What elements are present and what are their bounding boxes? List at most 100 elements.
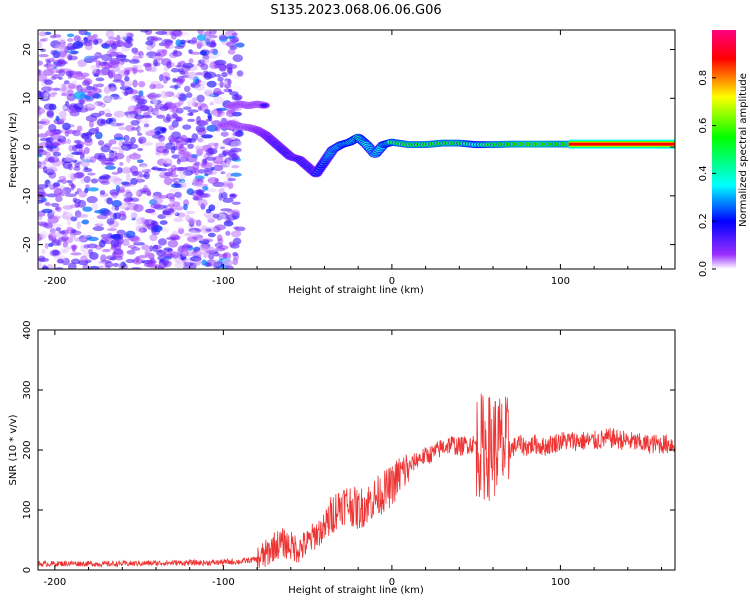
noise-cell [119,210,126,217]
noise-cell [152,191,162,197]
noise-cell [61,257,70,266]
noise-cell [70,244,78,250]
noise-cell [190,37,198,45]
noise-cell [61,157,66,166]
noise-cell [193,189,206,194]
noise-cell [38,255,46,262]
noise-cell [84,55,95,63]
noise-cell [48,156,60,163]
noise-cell [108,175,121,183]
noise-cell [182,141,189,146]
noise-cell [83,175,91,184]
noise-cell [94,152,102,160]
noise-cell [39,137,52,142]
noise-cell [146,45,154,51]
noise-cell [164,91,175,97]
noise-cell [189,256,202,262]
noise-cell [206,80,217,88]
noise-cell [51,87,61,91]
noise-cell [229,147,242,152]
noise-cell [90,65,98,72]
noise-cell [58,68,66,77]
noise-cell [114,255,124,261]
noise-cell [151,107,160,116]
noise-cell [168,188,181,193]
noise-cell [105,30,115,38]
noise-cell [202,159,207,164]
noise-cell [122,33,128,38]
colorbar-ticks: 0.0 0.2 0.4 0.6 0.8 [698,70,716,277]
noise-cell [169,212,178,216]
noise-cell [38,54,49,58]
noise-cell [125,69,131,75]
noise-cell [155,153,167,159]
noise-cell [219,81,224,88]
noise-cell [127,113,135,119]
noise-cell [185,210,196,215]
figure-title: S135.2023.068.06.06.G06 [270,3,441,18]
noise-cell [70,51,78,55]
noise-cell [216,234,223,242]
noise-cell [97,260,106,265]
noise-cell [222,258,233,266]
noise-cell [140,164,148,171]
noise-cell [204,88,213,93]
noise-cell [105,112,113,118]
noise-cell [62,240,68,249]
noise-cell [84,31,92,36]
noise-cell [67,84,79,89]
noise-cell [93,57,98,63]
noise-cell [180,134,188,142]
noise-cell [144,249,151,257]
noise-cell [200,63,209,71]
noise-cell [67,71,73,79]
noise-cell [97,220,103,226]
noise-cell [99,190,106,195]
noise-cell [115,54,127,61]
noise-cell [200,224,208,231]
noise-cell [51,74,61,79]
noise-cell [38,31,47,37]
noise-cell [130,177,138,185]
noise-cell [156,114,166,119]
noise-cell [100,158,107,166]
noise-cell [61,117,67,121]
noise-cell [128,59,140,64]
noise-cell [206,124,219,132]
noise-cell [112,103,121,110]
noise-cell [203,168,214,172]
noise-cell [189,262,197,269]
noise-cell [77,61,85,68]
noise-cell [126,143,139,150]
noise-cell [44,243,49,249]
snr-axes: -200 -100 0 100 0 100 200 300 400 [22,320,675,588]
y-tick-label: 400 [22,320,33,339]
noise-cell [80,160,90,167]
noise-cell [225,117,238,121]
noise-cell [175,140,184,149]
noise-cell [63,80,70,85]
noise-cell [58,45,67,50]
noise-cell [205,156,217,161]
noise-cell [59,87,72,94]
noise-cell [38,213,44,217]
noise-cell [182,170,194,176]
noise-cell [144,252,155,259]
noise-cell [213,261,224,269]
noise-cell [46,163,58,169]
noise-cell [186,244,193,249]
noise-cell [157,265,164,269]
noise-cell [130,212,138,219]
noise-cell [38,133,48,138]
noise-cell [85,184,90,189]
noise-cell [73,35,81,42]
noise-cell [166,113,171,122]
noise-cell [80,132,87,139]
noise-cell [171,119,179,128]
noise-cell [140,105,149,112]
noise-cell [38,107,46,115]
noise-cell [133,241,145,246]
noise-cell [139,226,144,234]
noise-cell [182,106,192,110]
noise-cell [218,81,229,87]
